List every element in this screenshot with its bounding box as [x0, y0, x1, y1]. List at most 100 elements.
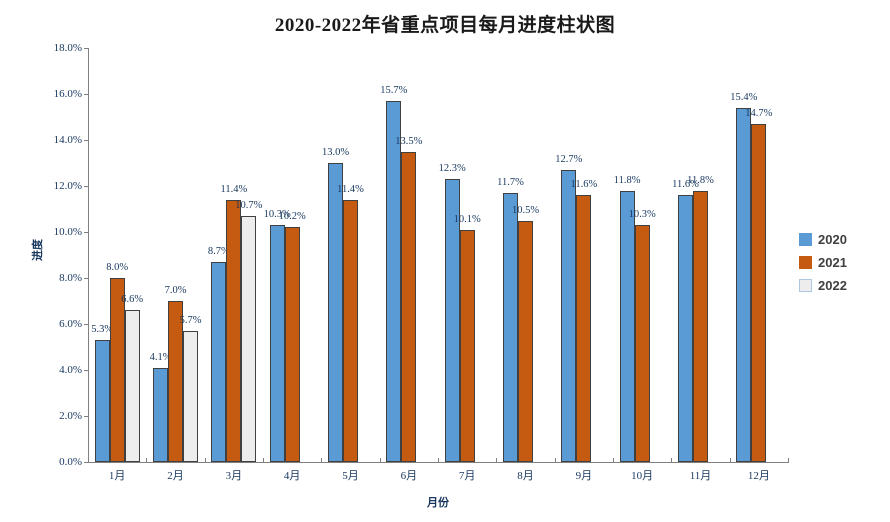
legend-item-2022: 2022 [799, 277, 847, 293]
bar-2020-9月 [561, 169, 577, 462]
bar-label-2020-11月: 11.6% [672, 179, 699, 191]
bar-2020-12月 [736, 107, 752, 462]
bar-label-2022-1月: 6.6% [121, 294, 144, 306]
legend-swatch-2022 [799, 278, 812, 292]
bar-label-2022-2月: 5.7% [179, 314, 202, 326]
bar-2020-1月 [94, 340, 110, 462]
legend-item-2021: 2021 [799, 254, 847, 270]
x-tick-label: 9月 [575, 470, 593, 482]
bar-label-2020-6月: 15.7% [380, 84, 408, 96]
bar-2021-1月 [109, 278, 125, 462]
y-tick-label: 4.0% [59, 364, 82, 376]
bar-label-2020-10月: 11.8% [613, 174, 641, 186]
bar-2020-2月 [153, 367, 168, 462]
y-tick-mark [84, 370, 88, 371]
y-tick-label: 12.0% [53, 180, 82, 192]
x-tick-mark [146, 458, 148, 462]
y-tick-mark [84, 416, 88, 417]
x-axis-title: 月份 [427, 497, 449, 509]
bar-2021-10月 [634, 225, 650, 462]
legend-swatch-2021 [799, 255, 812, 269]
y-tick-mark [84, 462, 88, 463]
bar-label-2021-6月: 13.5% [395, 135, 423, 147]
bar-label-2021-7月: 10.1% [453, 213, 481, 225]
bar-2022-1月 [124, 310, 140, 462]
x-tick-label: 10月 [631, 470, 654, 482]
x-tick-label: 3月 [225, 470, 243, 482]
y-tick-mark [84, 94, 88, 95]
bar-2020-10月 [619, 190, 635, 462]
bar-2021-6月 [401, 151, 417, 462]
bar-label-2020-5月: 13.0% [321, 147, 350, 158]
legend-item-2020: 2020 [799, 231, 847, 247]
bar-label-2020-7月: 12.3% [438, 163, 466, 175]
bar-2021-5月 [343, 199, 358, 462]
x-tick-mark [729, 458, 731, 462]
x-tick-mark [496, 458, 498, 462]
bar-label-2020-4月: 10.3% [263, 209, 291, 221]
x-tick-label: 6月 [400, 470, 418, 482]
legend-label-2021: 2021 [818, 254, 847, 270]
bar-label-2021-4月: 10.2% [278, 211, 306, 223]
legend: 2020 2021 2022 [799, 231, 847, 300]
bar-2022-3月 [241, 215, 257, 462]
bar-2021-9月 [576, 195, 592, 462]
bar-label-2020-8月: 11.7% [497, 176, 524, 188]
bar-2020-6月 [386, 100, 402, 462]
x-tick-label: 8月 [517, 470, 534, 482]
bar-label-2021-10月: 10.3% [628, 209, 656, 221]
y-tick-mark [84, 232, 88, 233]
bar-label-2021-11月: 11.8% [687, 174, 714, 186]
bar-label-2021-1月: 8.0% [106, 262, 129, 273]
legend-label-2020: 2020 [818, 231, 847, 247]
y-tick-mark [84, 48, 88, 49]
x-tick-mark [88, 458, 89, 462]
bar-2021-2月 [168, 301, 183, 462]
bar-label-2021-8月: 10.5% [511, 204, 540, 216]
y-tick-mark [84, 324, 88, 325]
x-tick-label: 2月 [167, 470, 184, 482]
y-tick-label: 2.0% [59, 410, 82, 422]
x-tick-mark [788, 458, 789, 462]
legend-swatch-2020 [799, 232, 812, 246]
bar-2022-2月 [183, 330, 198, 462]
bar-2020-4月 [269, 225, 285, 462]
x-tick-mark [438, 458, 439, 462]
x-tick-mark [263, 458, 264, 462]
y-tick-mark [84, 140, 88, 141]
bar-label-2020-2月: 4.1% [149, 351, 172, 363]
bar-label-2020-1月: 5.3% [91, 324, 114, 336]
bar-label-2020-9月: 12.7% [555, 153, 583, 165]
x-tick-mark [613, 458, 614, 462]
x-tick-label: 11月 [689, 470, 712, 482]
x-tick-mark [554, 458, 556, 462]
bar-2020-5月 [328, 163, 343, 462]
bar-2020-11月 [678, 195, 693, 462]
bar-label-2022-3月: 10.7% [235, 199, 263, 211]
bar-2021-11月 [693, 190, 708, 462]
y-tick-label: 6.0% [59, 318, 82, 330]
bar-2021-4月 [284, 227, 300, 462]
y-tick-label: 14.0% [53, 134, 82, 146]
bar-2021-3月 [226, 199, 242, 462]
bar-label-2021-2月: 7.0% [164, 285, 187, 296]
y-tick-label: 16.0% [53, 88, 82, 100]
y-tick-label: 10.0% [53, 226, 82, 238]
bar-2020-8月 [503, 192, 518, 462]
y-tick-label: 8.0% [59, 272, 82, 284]
x-tick-mark [671, 458, 673, 462]
x-tick-label: 7月 [458, 470, 476, 482]
bar-2021-7月 [459, 229, 475, 462]
bar-label-2021-3月: 11.4% [220, 183, 248, 195]
bar-label-2021-5月: 11.4% [337, 183, 364, 195]
x-tick-label: 4月 [283, 470, 301, 482]
bar-label-2020-3月: 8.7% [207, 245, 230, 257]
x-tick-mark [204, 458, 206, 462]
y-tick-mark [84, 186, 88, 187]
bar-2021-12月 [751, 123, 767, 462]
y-tick-mark [84, 278, 88, 279]
x-tick-label: 1月 [108, 470, 126, 482]
y-axis-title: 进度 [32, 239, 44, 261]
bar-label-2020-12月: 15.4% [730, 91, 758, 103]
